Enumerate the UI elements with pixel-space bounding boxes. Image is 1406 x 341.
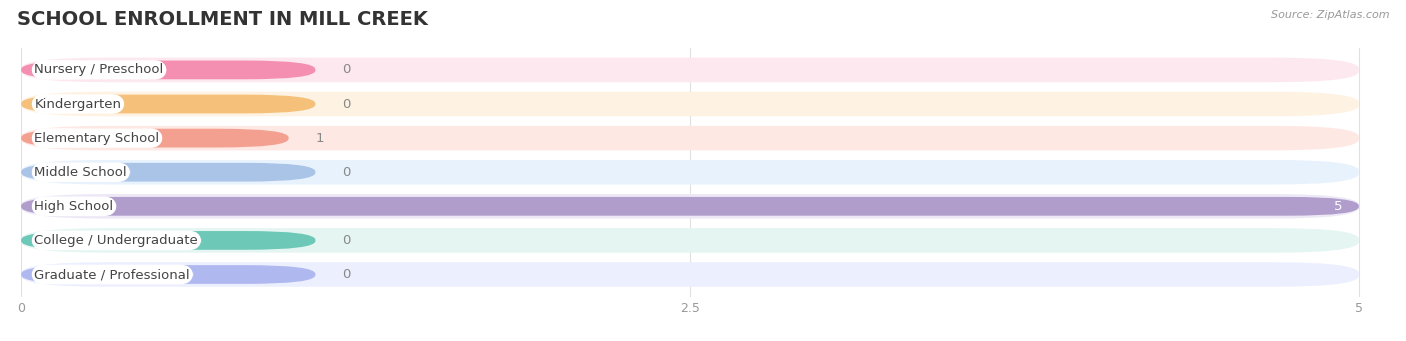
FancyBboxPatch shape [21, 197, 1358, 216]
Text: High School: High School [35, 200, 114, 213]
Text: 5: 5 [1334, 200, 1343, 213]
FancyBboxPatch shape [21, 92, 1358, 116]
Text: SCHOOL ENROLLMENT IN MILL CREEK: SCHOOL ENROLLMENT IN MILL CREEK [17, 10, 427, 29]
Text: 0: 0 [342, 63, 350, 76]
FancyBboxPatch shape [21, 160, 1358, 184]
Text: 0: 0 [342, 268, 350, 281]
FancyBboxPatch shape [21, 126, 1358, 150]
FancyBboxPatch shape [21, 129, 288, 147]
Text: 1: 1 [315, 132, 323, 145]
Text: Elementary School: Elementary School [35, 132, 160, 145]
FancyBboxPatch shape [21, 94, 315, 113]
Text: Nursery / Preschool: Nursery / Preschool [35, 63, 163, 76]
Text: Graduate / Professional: Graduate / Professional [35, 268, 190, 281]
FancyBboxPatch shape [21, 61, 315, 79]
Text: College / Undergraduate: College / Undergraduate [35, 234, 198, 247]
FancyBboxPatch shape [21, 231, 315, 250]
FancyBboxPatch shape [21, 228, 1358, 253]
Text: Source: ZipAtlas.com: Source: ZipAtlas.com [1271, 10, 1389, 20]
Text: Kindergarten: Kindergarten [35, 98, 121, 110]
FancyBboxPatch shape [21, 262, 1358, 287]
Text: 0: 0 [342, 98, 350, 110]
FancyBboxPatch shape [21, 265, 315, 284]
FancyBboxPatch shape [21, 163, 315, 181]
FancyBboxPatch shape [21, 194, 1358, 219]
Text: Middle School: Middle School [35, 166, 127, 179]
FancyBboxPatch shape [21, 58, 1358, 82]
Text: 0: 0 [342, 166, 350, 179]
Text: 0: 0 [342, 234, 350, 247]
